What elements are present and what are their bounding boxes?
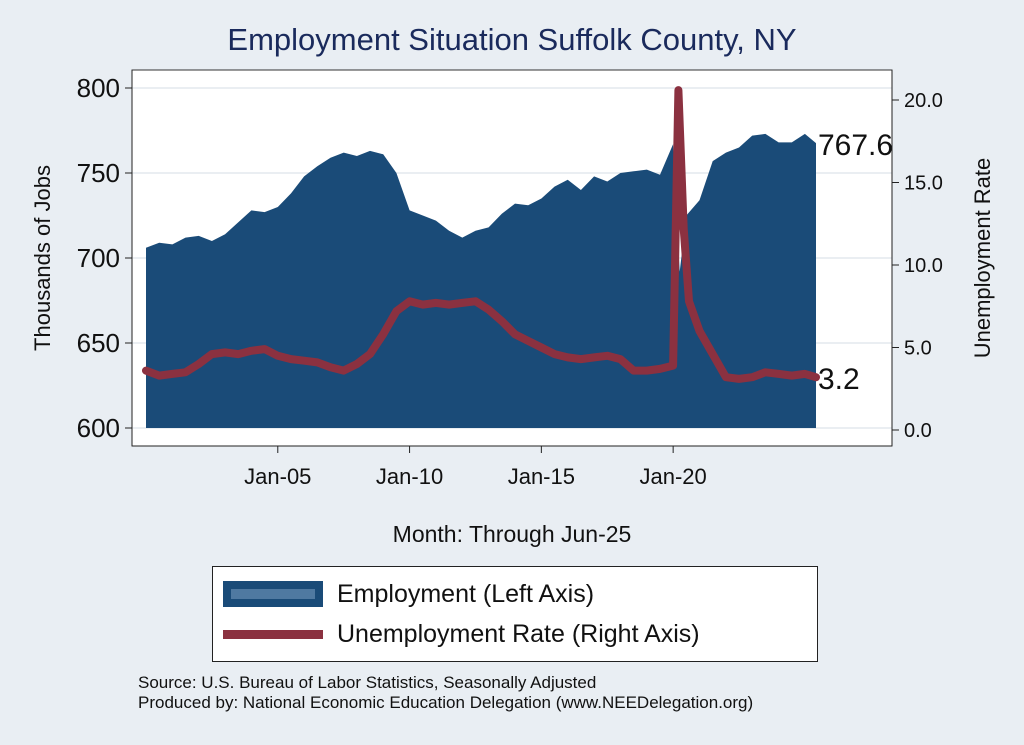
produced-by-line: Produced by: National Economic Education…	[138, 693, 754, 712]
legend-item-unemployment: Unemployment Rate (Right Axis)	[223, 619, 700, 649]
y-tick-label-left-600: 600	[77, 413, 120, 443]
y-tick-label-left-800: 800	[77, 73, 120, 103]
chart-title: Employment Situation Suffolk County, NY	[227, 22, 797, 57]
y-tick-label-right-10.0: 10.0	[904, 255, 943, 277]
legend-swatch-unemployment	[223, 629, 323, 639]
employment-end-label: 767.6	[818, 129, 893, 162]
y-tick-label-right-0.0: 0.0	[904, 420, 932, 442]
unemployment-end-label: 3.2	[818, 363, 860, 396]
legend-item-employment: Employment (Left Axis)	[223, 579, 594, 609]
employment-area	[146, 133, 816, 428]
y-axis-right-label: Unemployment Rate	[970, 158, 995, 359]
unemployment-line	[142, 86, 820, 383]
x-tick-label-Jan-05: Jan-05	[244, 464, 311, 489]
legend: Employment (Left Axis) Unemployment Rate…	[212, 566, 818, 662]
employment-area-group: 767.6	[146, 129, 893, 428]
y-tick-label-left-650: 650	[77, 328, 120, 358]
source-notes: Source: U.S. Bureau of Labor Statistics,…	[138, 673, 753, 713]
legend-swatch-employment	[223, 581, 323, 607]
axes: 600 650 700 750 800 0.0 5.0 10.0 15.0 20.0 Jan-05 J…	[77, 70, 943, 489]
legend-label-unemployment: Unemployment Rate (Right Axis)	[337, 619, 700, 648]
y-tick-label-left-750: 750	[77, 158, 120, 188]
y-tick-label-right-15.0: 15.0	[904, 173, 943, 195]
x-axis-label: Month: Through Jun-25	[393, 521, 632, 547]
y-axis-left-label: Thousands of Jobs	[30, 165, 55, 351]
legend-label-employment: Employment (Left Axis)	[337, 579, 595, 608]
y-tick-label-left-700: 700	[77, 243, 120, 273]
x-tick-label-Jan-20: Jan-20	[640, 464, 707, 489]
source-line: Source: U.S. Bureau of Labor Statistics,…	[138, 673, 597, 692]
unemployment-line-group: 3.2	[142, 86, 860, 396]
y-tick-label-right-5.0: 5.0	[904, 338, 932, 360]
y-tick-label-right-20.0: 20.0	[904, 90, 943, 112]
x-tick-label-Jan-10: Jan-10	[376, 464, 443, 489]
x-tick-label-Jan-15: Jan-15	[508, 464, 575, 489]
